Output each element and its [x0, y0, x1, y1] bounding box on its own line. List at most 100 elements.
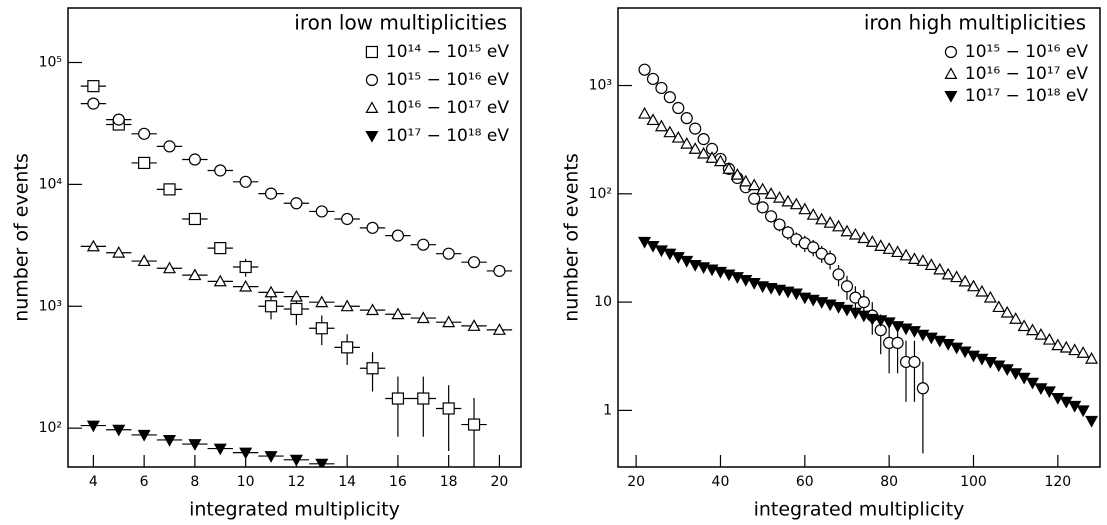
marker — [916, 382, 929, 395]
marker — [188, 439, 202, 451]
marker — [655, 81, 668, 95]
marker — [705, 151, 719, 163]
marker — [824, 252, 837, 266]
marker — [840, 224, 854, 237]
marker — [689, 122, 702, 135]
marker — [899, 248, 913, 261]
x-tick-label: 20 — [491, 474, 509, 490]
marker — [290, 197, 303, 210]
x-tick-label: 20 — [627, 474, 645, 490]
marker — [638, 63, 651, 76]
chart-title: iron low multiplicities — [294, 11, 507, 35]
x-tick-label: 40 — [712, 474, 730, 490]
marker — [87, 97, 100, 110]
y-tick-label: 10² — [39, 420, 62, 436]
marker — [857, 231, 871, 244]
marker — [112, 424, 126, 437]
y-tick-label: 10² — [589, 186, 612, 202]
marker — [341, 212, 354, 226]
legend-marker — [944, 45, 958, 59]
x-tick-label: 6 — [140, 474, 149, 490]
marker — [138, 156, 151, 170]
x-tick-label: 120 — [1044, 474, 1071, 490]
marker — [848, 227, 862, 240]
marker — [983, 356, 997, 369]
marker — [1085, 351, 1099, 364]
marker — [1051, 393, 1065, 405]
marker — [907, 252, 921, 265]
marker — [162, 434, 177, 447]
marker — [933, 262, 947, 275]
marker — [975, 353, 989, 366]
marker — [1068, 343, 1082, 356]
marker — [315, 295, 329, 308]
marker — [1026, 323, 1040, 336]
marker — [882, 317, 896, 330]
marker — [646, 113, 660, 126]
marker — [1009, 312, 1023, 324]
x-axis-label: integrated multiplicity — [754, 499, 965, 521]
marker — [916, 254, 930, 266]
legend-label: 10¹⁷ − 10¹⁸ eV — [386, 126, 509, 146]
marker — [815, 212, 829, 225]
plot-area — [638, 63, 1099, 454]
marker — [188, 153, 201, 166]
x-tick-label: 4 — [89, 474, 98, 490]
marker — [992, 360, 1006, 373]
marker — [366, 221, 379, 234]
legend-marker — [365, 45, 379, 59]
marker — [289, 454, 303, 467]
marker — [442, 315, 456, 328]
x-tick-label: 80 — [880, 474, 898, 490]
marker — [1076, 346, 1090, 358]
marker — [1042, 386, 1056, 399]
marker — [391, 392, 405, 405]
marker — [722, 162, 736, 174]
marker — [366, 303, 380, 316]
marker — [239, 260, 252, 274]
marker — [213, 274, 227, 287]
marker — [264, 187, 278, 200]
marker — [646, 72, 660, 86]
marker — [264, 300, 278, 313]
plot-area — [80, 80, 513, 467]
legend-marker — [365, 131, 379, 143]
marker — [341, 341, 354, 354]
marker — [882, 242, 896, 254]
x-axis-label: integrated multiplicity — [189, 499, 400, 521]
marker — [781, 226, 795, 239]
marker — [806, 208, 820, 220]
marker — [1059, 340, 1073, 353]
marker — [492, 323, 506, 335]
marker — [924, 258, 938, 271]
x-tick-label: 100 — [960, 474, 987, 490]
marker — [798, 202, 812, 215]
marker — [781, 194, 795, 207]
marker — [907, 326, 921, 338]
marker — [239, 447, 253, 460]
marker — [663, 125, 677, 138]
marker — [772, 191, 787, 203]
marker — [908, 355, 921, 369]
legend-marker — [944, 90, 958, 103]
marker — [966, 279, 981, 292]
marker — [638, 106, 652, 119]
marker — [467, 319, 481, 331]
marker — [697, 133, 710, 146]
marker — [1042, 332, 1056, 345]
x-tick-label: 12 — [287, 474, 305, 490]
marker — [756, 201, 769, 214]
marker — [671, 130, 685, 143]
marker — [417, 238, 430, 251]
marker — [713, 154, 727, 167]
marker — [289, 289, 303, 302]
marker — [290, 302, 303, 316]
marker — [941, 339, 955, 351]
x-tick-label: 60 — [796, 474, 814, 490]
marker — [340, 299, 354, 312]
marker — [941, 267, 955, 280]
marker — [417, 392, 430, 405]
marker — [315, 205, 328, 218]
marker — [958, 274, 972, 287]
